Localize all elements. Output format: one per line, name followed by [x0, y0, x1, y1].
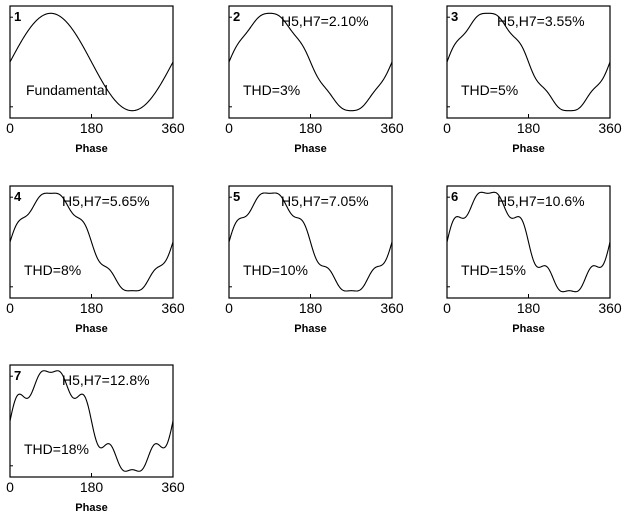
annotation-label: H5,H7=10.6%	[497, 193, 585, 209]
x-tick-label: 0	[6, 120, 14, 136]
waveform-line	[446, 191, 611, 293]
plot-frame	[446, 5, 611, 119]
x-tick-label: 360	[380, 120, 404, 136]
chart-panel-5: 0 180 360 Phase 5 H5,H7=7.05% THD=10%	[225, 185, 404, 335]
waveform-line	[228, 12, 393, 112]
x-tick-label: 0	[225, 120, 233, 136]
annotation-label: Fundamental	[26, 82, 108, 98]
waveform-line	[446, 12, 611, 112]
x-tick-label: 180	[517, 120, 541, 136]
panel-number: 1	[14, 9, 21, 24]
x-tick-label: 360	[161, 120, 185, 136]
annotation-label: H5,H7=3.55%	[497, 13, 585, 29]
x-tick-label: 0	[443, 300, 451, 316]
annotation-label: THD=3%	[243, 82, 300, 98]
x-tick-label: 360	[161, 479, 185, 495]
waveform-line	[9, 370, 174, 472]
chart-panel-3: 0 180 360 Phase 3 H5,H7=3.55% THD=5%	[443, 5, 622, 155]
x-axis-label: Phase	[75, 143, 107, 155]
x-tick-label: 0	[443, 120, 451, 136]
annotation-label: H5,H7=7.05%	[281, 193, 369, 209]
panel-number: 6	[451, 189, 458, 204]
x-tick-label: 360	[598, 120, 622, 136]
x-tick-label: 180	[80, 479, 104, 495]
annotation-label: THD=8%	[24, 262, 81, 278]
x-tick-label: 180	[80, 300, 104, 316]
x-tick-label: 180	[517, 300, 541, 316]
annotation-label: H5,H7=5.65%	[62, 193, 150, 209]
x-tick-label: 0	[6, 300, 14, 316]
waveform-line	[228, 192, 393, 292]
x-tick-label: 180	[80, 120, 104, 136]
waveform-line	[9, 12, 174, 112]
x-axis-label: Phase	[512, 143, 544, 155]
annotation-label: THD=5%	[461, 82, 518, 98]
x-tick-label: 360	[380, 300, 404, 316]
chart-panel-6: 0 180 360 Phase 6 H5,H7=10.6% THD=15%	[443, 185, 622, 335]
x-axis-label: Phase	[75, 502, 107, 513]
chart-panel-7: 0 180 360 Phase 7 H5,H7=12.8% THD=18%	[6, 364, 185, 513]
panel-number: 5	[233, 189, 240, 204]
x-axis-label: Phase	[294, 323, 326, 335]
annotation-label: H5,H7=12.8%	[62, 372, 150, 388]
panel-number: 2	[233, 9, 240, 24]
waveform-line	[9, 192, 174, 292]
annotation-label: THD=15%	[461, 262, 526, 278]
annotation-label: THD=10%	[243, 262, 308, 278]
panel-number: 7	[14, 368, 21, 383]
chart-panel-2: 0 180 360 Phase 2 H5,H7=2.10% THD=3%	[225, 5, 404, 155]
x-tick-label: 360	[161, 300, 185, 316]
chart-panel-4: 0 180 360 Phase 4 H5,H7=5.65% THD=8%	[6, 185, 185, 335]
x-tick-label: 360	[598, 300, 622, 316]
panel-number: 4	[14, 189, 22, 204]
x-axis-label: Phase	[512, 323, 544, 335]
annotation-label: THD=18%	[24, 441, 89, 457]
x-axis-label: Phase	[75, 323, 107, 335]
chart-panel-1: 0 180 360 Phase 1 Fundamental	[6, 5, 185, 155]
panel-number: 3	[451, 9, 458, 24]
x-tick-label: 0	[225, 300, 233, 316]
annotation-label: H5,H7=2.10%	[281, 13, 369, 29]
x-tick-label: 0	[6, 479, 14, 495]
x-tick-label: 180	[299, 300, 323, 316]
x-axis-label: Phase	[294, 143, 326, 155]
x-tick-label: 180	[299, 120, 323, 136]
